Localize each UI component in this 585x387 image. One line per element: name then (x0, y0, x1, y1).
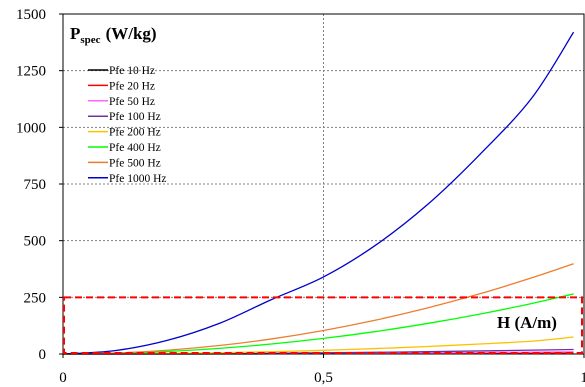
legend-label: Pfe 10 Hz (109, 65, 155, 77)
y-tick-label: 500 (24, 234, 47, 250)
y-tick-label: 0 (39, 347, 47, 363)
legend-label: Pfe 20 Hz (109, 80, 155, 92)
x-axis-title: H (A/m) (497, 313, 557, 332)
y-axis-ticks: 0 250 500 750 1000 1250 1500 (16, 7, 63, 363)
legend-label: Pfe 1000 Hz (109, 173, 167, 185)
y-tick-label: 1500 (16, 7, 46, 23)
legend-label: Pfe 500 Hz (109, 157, 161, 169)
legend-label: Pfe 200 Hz (109, 127, 161, 139)
legend: Pfe 10 Hz Pfe 20 Hz Pfe 50 Hz Pfe 100 Hz Pfe… (88, 65, 167, 185)
series-line-pfe-500-hz (62, 263, 574, 355)
y-tick-label: 1250 (16, 64, 46, 80)
x-axis-ticks: 0 0,5 1 (59, 354, 585, 386)
legend-label: Pfe 100 Hz (109, 111, 161, 123)
x-tick-label: 1 (580, 370, 585, 386)
x-tick-label: 0 (59, 370, 67, 386)
y-axis-title: Pspec (W/kg) (70, 24, 157, 46)
annotation-box (63, 296, 583, 355)
y-axis-title-main: P (70, 24, 80, 43)
y-tick-label: 250 (24, 290, 47, 306)
y-tick-label: 750 (24, 177, 47, 193)
legend-label: Pfe 50 Hz (109, 96, 155, 108)
y-tick-label: 1000 (16, 120, 46, 136)
series-line-pfe-1000-hz (62, 31, 575, 355)
y-axis-title-unit: (W/kg) (106, 24, 157, 43)
legend-label: Pfe 400 Hz (109, 142, 161, 154)
x-tick-label: 0,5 (314, 370, 333, 386)
y-axis-title-sub: spec (80, 34, 100, 46)
